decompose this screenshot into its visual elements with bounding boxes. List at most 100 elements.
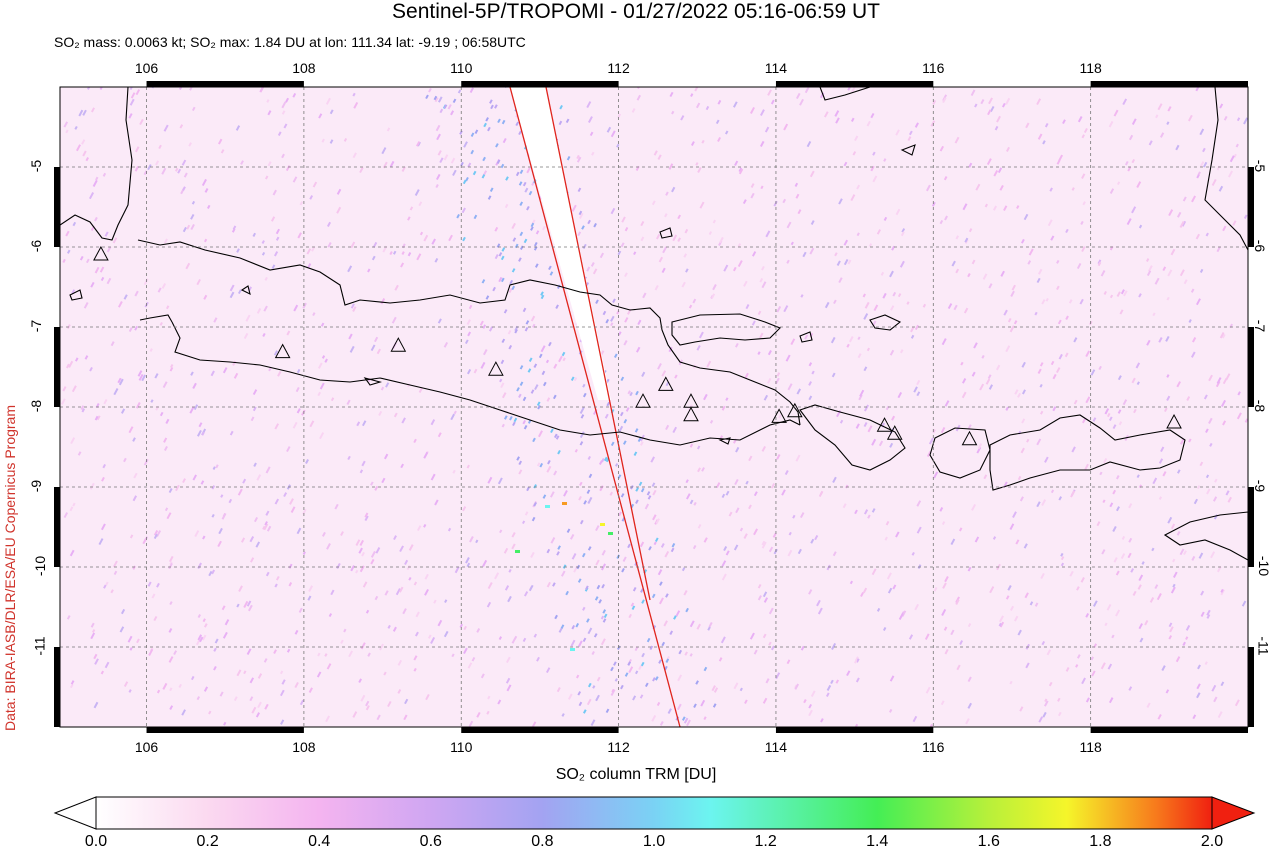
so2-pixel xyxy=(602,609,607,614)
so2-pixel xyxy=(1219,332,1225,339)
so2-pixel xyxy=(63,512,69,519)
so2-pixel xyxy=(804,334,809,340)
so2-pixel xyxy=(70,683,74,689)
so2-pixel xyxy=(987,109,992,116)
so2-pixel xyxy=(1085,396,1091,404)
so2-pixel xyxy=(274,251,279,257)
so2-pixel xyxy=(939,145,945,152)
so2-pixel xyxy=(712,703,717,708)
so2-pixel xyxy=(1076,262,1082,270)
so2-pixel xyxy=(708,621,713,628)
so2-pixel xyxy=(65,230,70,237)
so2-pixel xyxy=(255,712,261,718)
so2-pixel xyxy=(587,219,591,225)
so2-pixel xyxy=(499,378,503,383)
so2-pixel xyxy=(939,219,944,225)
so2-pixel xyxy=(423,523,427,528)
so2-pixel xyxy=(605,708,610,714)
so2-pixel xyxy=(696,102,701,109)
so2-pixel xyxy=(901,228,906,233)
so2-pixel xyxy=(592,268,598,275)
so2-pixel xyxy=(211,569,216,575)
so2-pixel xyxy=(264,521,268,526)
so2-pixel xyxy=(419,231,424,236)
so2-pixel xyxy=(933,471,939,479)
so2-pixel xyxy=(321,138,325,143)
so2-pixel xyxy=(380,298,386,305)
so2-pixel xyxy=(711,685,716,692)
so2-pixel xyxy=(1168,209,1174,217)
so2-pixel xyxy=(1212,496,1218,502)
so2-pixel xyxy=(153,615,158,622)
so2-pixel xyxy=(188,142,192,147)
so2-pixel xyxy=(1219,103,1224,109)
so2-pixel xyxy=(605,318,610,324)
so2-pixel xyxy=(103,398,108,405)
so2-pixel xyxy=(895,531,900,538)
so2-pixel xyxy=(683,253,688,258)
so2-pixel xyxy=(808,703,812,709)
so2-pixel xyxy=(156,582,160,588)
so2-pixel xyxy=(640,661,645,667)
so2-pixel xyxy=(487,126,491,132)
so2-pixel xyxy=(383,453,389,460)
so2-pixel xyxy=(134,290,139,297)
so2-pixel xyxy=(1177,211,1182,218)
so2-pixel xyxy=(275,236,280,241)
so2-pixel xyxy=(968,228,973,233)
so2-pixel xyxy=(884,536,888,541)
so2-pixel xyxy=(71,385,77,393)
colorbar-tick-label: 0.8 xyxy=(531,833,554,850)
so2-pixel xyxy=(635,487,639,492)
so2-pixel xyxy=(883,626,887,631)
so2-pixel xyxy=(463,625,467,631)
so2-pixel xyxy=(906,301,910,305)
so2-pixel xyxy=(1165,689,1170,694)
so2-pixel xyxy=(621,216,626,223)
so2-pixel xyxy=(501,119,506,125)
so2-pixel xyxy=(982,273,988,280)
so2-pixel xyxy=(159,411,164,417)
so2-pixel xyxy=(153,533,158,540)
so2-pixel xyxy=(501,247,506,252)
so2-pixel xyxy=(528,190,533,196)
so2-pixel xyxy=(296,368,301,374)
so2-pixel xyxy=(1203,161,1208,168)
so2-pixel xyxy=(511,285,516,291)
so2-pixel xyxy=(473,368,478,374)
so2-pixel xyxy=(888,708,893,713)
so2-pixel xyxy=(90,632,96,640)
so2-pixel xyxy=(530,389,535,394)
so2-pixel xyxy=(678,649,683,655)
so2-pixel xyxy=(132,495,138,502)
so2-pixel xyxy=(695,162,699,166)
so2-pixel xyxy=(925,686,931,694)
so2-pixel xyxy=(639,541,645,548)
so2-pixel xyxy=(974,536,980,543)
so2-pixel xyxy=(673,615,677,620)
so2-pixel xyxy=(1196,298,1201,306)
so2-pixel xyxy=(459,130,463,135)
so2-pixel xyxy=(518,393,522,398)
frame-tick-left xyxy=(54,327,60,407)
so2-pixel xyxy=(474,129,479,134)
so2-pixel xyxy=(834,110,840,117)
so2-pixel xyxy=(708,231,713,236)
so2-pixel xyxy=(693,703,697,708)
so2-pixel xyxy=(414,631,419,637)
so2-pixel xyxy=(416,525,422,532)
so2-pixel xyxy=(591,651,595,656)
so2-pixel xyxy=(993,170,999,177)
so2-pixel xyxy=(447,527,452,532)
so2-pixel xyxy=(242,478,247,484)
so2-pixel xyxy=(646,491,651,496)
so2-pixel xyxy=(610,441,615,447)
so2-pixel xyxy=(370,558,375,565)
so2-pixel xyxy=(886,572,892,580)
so2-pixel xyxy=(1127,552,1132,559)
so2-pixel xyxy=(734,160,739,166)
so2-pixel xyxy=(1036,438,1042,446)
so2-pixel xyxy=(1036,277,1041,284)
so2-pixel xyxy=(481,174,486,179)
so2-pixel xyxy=(984,203,988,208)
